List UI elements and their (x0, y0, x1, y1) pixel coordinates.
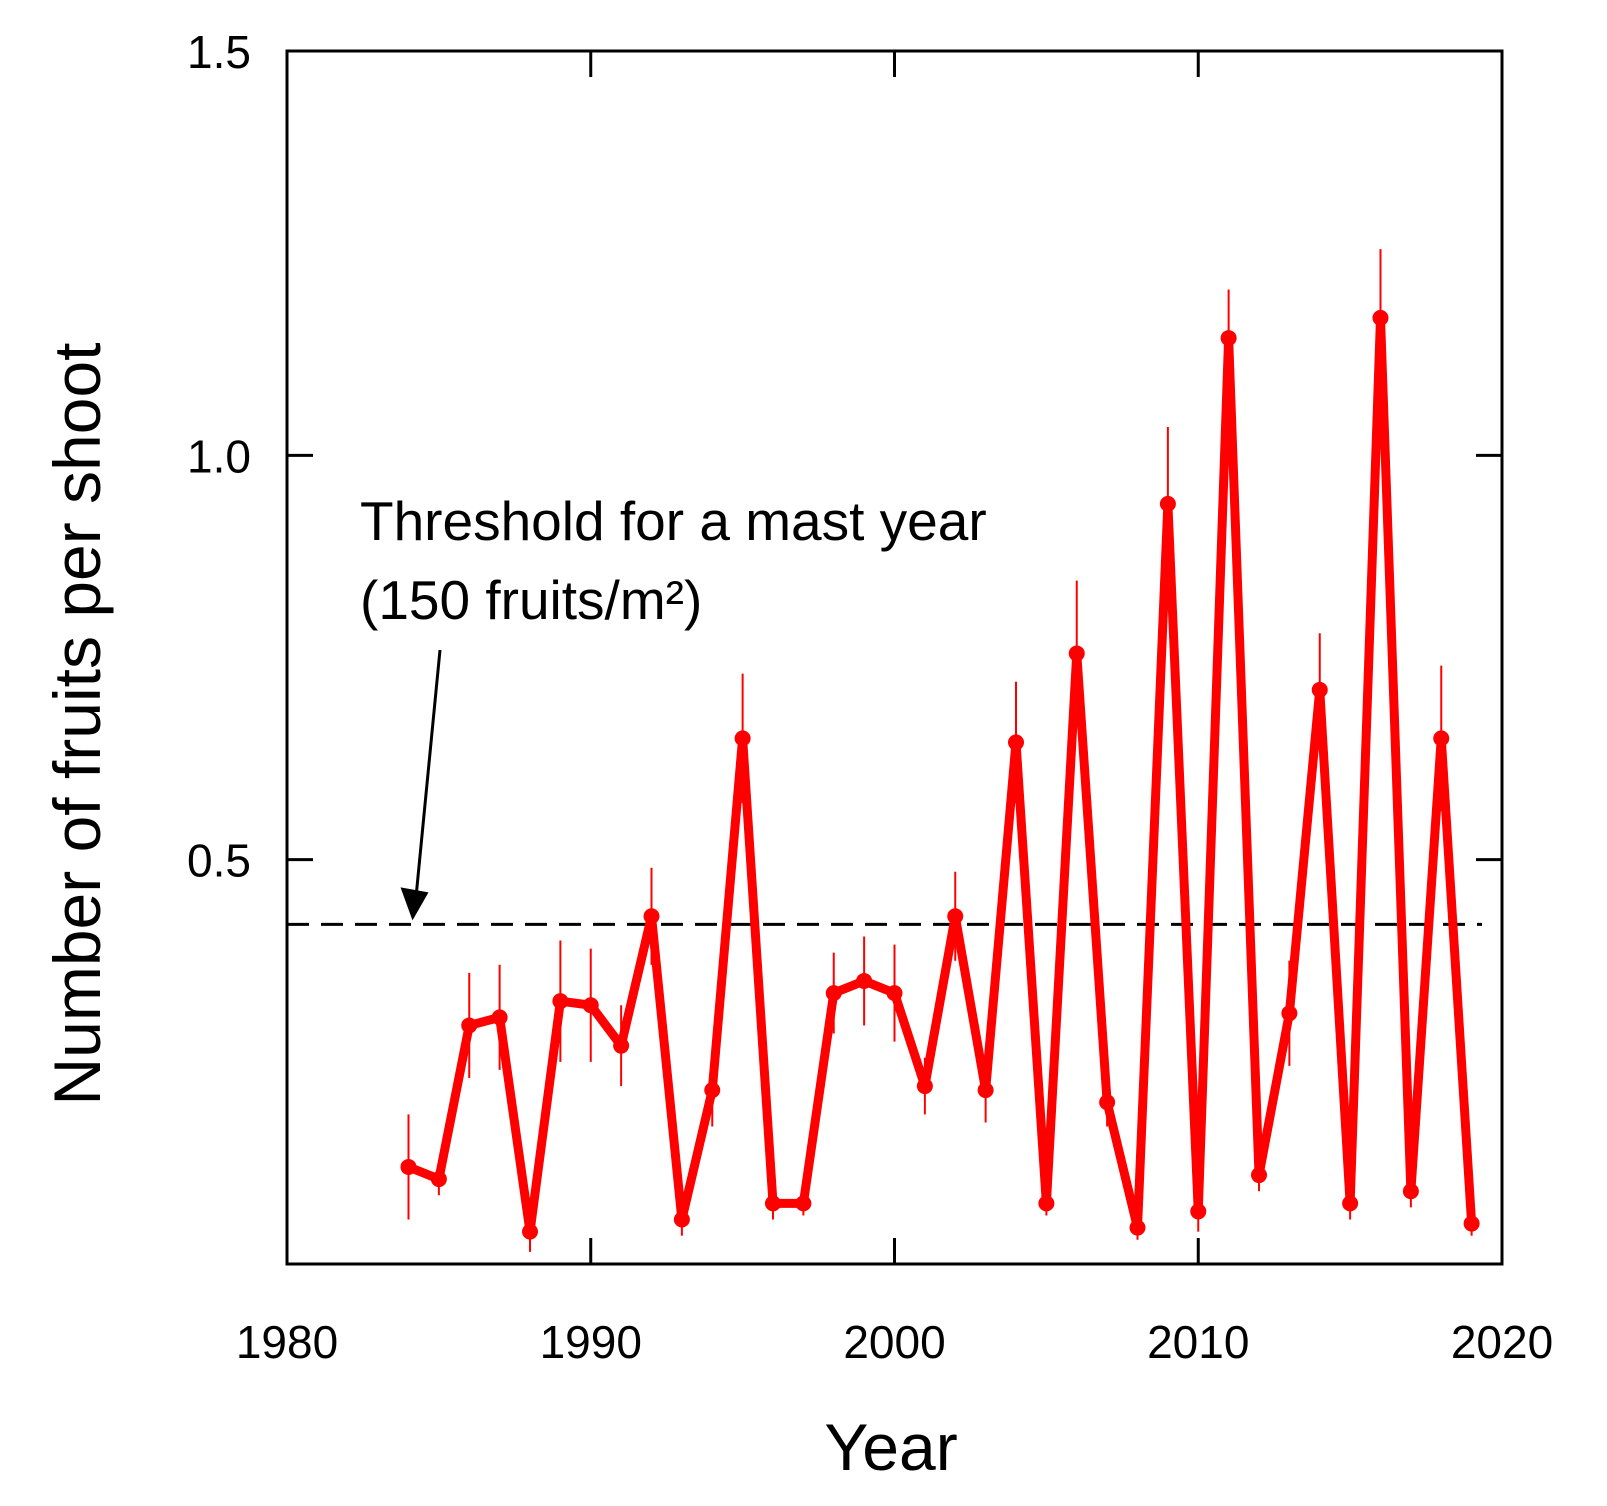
data-point (795, 1195, 812, 1212)
data-point (1068, 645, 1085, 662)
x-tick-label: 2010 (1147, 1316, 1249, 1368)
data-point (1433, 730, 1450, 747)
data-point (522, 1223, 538, 1240)
axis-ticks: 1980 1990 2000 2010 2020 0.5 1.0 1.5 (187, 26, 1553, 1368)
data-point (1159, 495, 1176, 512)
data-point (1372, 309, 1389, 326)
x-axis-title: Year (824, 1410, 957, 1484)
x-tick-label: 1980 (236, 1316, 338, 1368)
y-tick-label: 0.5 (187, 835, 251, 887)
data-point (1038, 1195, 1055, 1212)
data-point (1008, 734, 1024, 751)
data-point (1220, 330, 1237, 347)
data-point (1311, 681, 1328, 698)
data-point (916, 1078, 933, 1095)
data-point (430, 1171, 447, 1188)
annotation: Threshold for a mast year (150 fruits/m²… (360, 490, 987, 921)
x-tick-label: 2000 (843, 1316, 945, 1368)
data-point (856, 972, 873, 989)
data-point (1099, 1094, 1116, 1111)
annotation-line-1: Threshold for a mast year (360, 490, 987, 552)
annotation-arrow-shaft (414, 649, 442, 903)
x-tick-label: 2020 (1451, 1316, 1553, 1368)
data-point (1281, 1005, 1298, 1022)
data-point (947, 908, 964, 925)
data-point (673, 1211, 690, 1228)
data-point (704, 1082, 721, 1099)
data-point (825, 985, 842, 1002)
y-tick-label: 1.5 (187, 26, 251, 78)
data-point (1342, 1195, 1359, 1212)
y-axis-title: Number of fruits per shoot (40, 343, 114, 1106)
series-line-layer (404, 313, 1477, 1237)
data-point (765, 1195, 781, 1212)
data-point (582, 997, 599, 1014)
data-point (1190, 1203, 1207, 1220)
data-point (552, 993, 569, 1010)
data-point (613, 1037, 630, 1054)
annotation-line-2: (150 fruits/m²) (360, 569, 702, 631)
data-point (1463, 1215, 1480, 1232)
data-point (1251, 1167, 1267, 1184)
data-point (734, 730, 751, 747)
data-point (461, 1017, 478, 1034)
annotation-arrowhead (400, 887, 429, 921)
data-point (886, 985, 903, 1002)
series-line (404, 313, 1477, 1237)
data-point (977, 1082, 994, 1099)
data-point (643, 908, 660, 925)
data-point (400, 1158, 417, 1175)
y-tick-label: 1.0 (187, 430, 251, 482)
data-point (1129, 1219, 1146, 1236)
x-tick-label: 1990 (540, 1316, 642, 1368)
data-point (491, 1009, 508, 1026)
data-point (1402, 1183, 1419, 1200)
data-points (400, 309, 1480, 1240)
